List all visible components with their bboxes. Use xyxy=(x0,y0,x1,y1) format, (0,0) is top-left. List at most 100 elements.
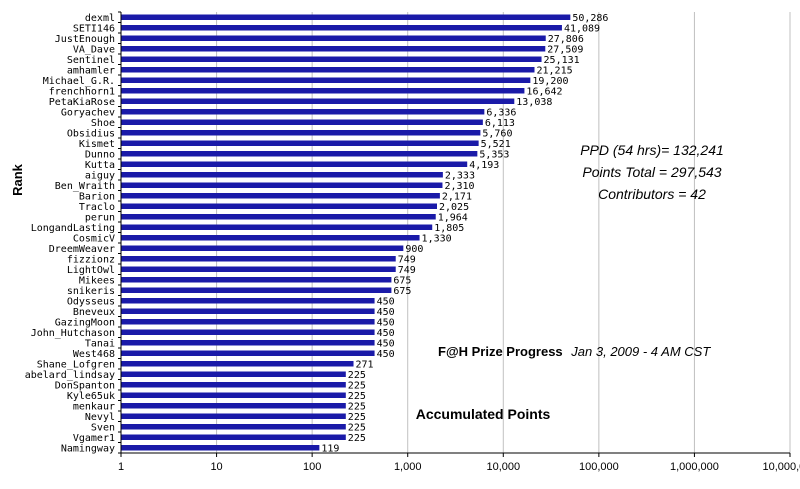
category-label: fizzionz xyxy=(67,254,115,265)
annotation-points-total: Points Total = 297,543 xyxy=(582,164,721,180)
data-label: 50,286 xyxy=(572,13,608,24)
data-label: 749 xyxy=(398,254,416,265)
data-label: 450 xyxy=(377,296,395,307)
x-tick-label: 100 xyxy=(303,461,321,473)
data-label: 450 xyxy=(377,317,395,328)
category-label: abelard_lindsay xyxy=(25,370,115,381)
bar xyxy=(121,119,483,125)
category-label: amhamler xyxy=(67,65,115,76)
bar xyxy=(121,434,346,440)
bar xyxy=(121,298,375,304)
category-label: Ben_Wraith xyxy=(55,181,115,192)
bar xyxy=(121,214,436,220)
bar xyxy=(121,224,433,230)
data-label: 2,310 xyxy=(444,181,474,192)
category-label: Michael_G.R. xyxy=(43,76,115,87)
bar xyxy=(121,329,375,335)
data-label: 41,089 xyxy=(564,23,600,34)
bar xyxy=(121,172,443,178)
data-label: 5,760 xyxy=(482,128,512,139)
category-label: Traclo xyxy=(79,202,115,213)
data-label: 119 xyxy=(321,443,339,454)
bar xyxy=(121,287,392,293)
category-label: aiguy xyxy=(85,170,115,181)
data-label: 225 xyxy=(348,370,366,381)
bar xyxy=(121,319,375,325)
category-label: snikeris xyxy=(67,286,115,297)
category-label: frenchhorn1 xyxy=(49,86,115,97)
data-label: 675 xyxy=(393,275,411,286)
data-label: 6,336 xyxy=(486,107,516,118)
bar xyxy=(121,14,571,20)
category-label: perun xyxy=(85,212,115,223)
x-tick-label: 1,000 xyxy=(394,461,422,473)
category-label: SETI146 xyxy=(73,23,115,34)
bar xyxy=(121,203,437,209)
category-label: LongandLasting xyxy=(31,223,115,234)
data-label: 225 xyxy=(348,391,366,402)
bar xyxy=(121,235,420,241)
bar xyxy=(121,392,346,398)
bar xyxy=(121,130,481,136)
category-label: Tanai xyxy=(85,338,115,349)
category-label: CosmicV xyxy=(73,233,115,244)
data-label: 225 xyxy=(348,433,366,444)
x-tick-label: 1,000,000 xyxy=(670,461,719,473)
category-label: Shane_Lofgren xyxy=(37,359,115,370)
bar xyxy=(121,308,375,314)
data-label: 225 xyxy=(348,401,366,412)
category-label: JustEnough xyxy=(55,34,115,45)
value-labels: 50,28641,08927,80627,50925,13121,21519,2… xyxy=(321,13,608,455)
data-label: 675 xyxy=(393,286,411,297)
category-label: Shoe xyxy=(91,118,115,129)
data-label: 225 xyxy=(348,422,366,433)
x-tick-label: 10,000 xyxy=(486,461,520,473)
category-labels: dexmlSETI146JustEnoughVA_DaveSentinelamh… xyxy=(25,13,115,455)
category-label: Goryachev xyxy=(61,107,115,118)
bar xyxy=(121,361,354,367)
x-tick-labels: 1 10 100 1,000 10,000 100,000 1,000,000 10,000,… xyxy=(118,461,800,473)
category-label: Obsidius xyxy=(67,128,115,139)
data-label: 19,200 xyxy=(532,76,568,87)
category-label: dexml xyxy=(85,13,115,24)
data-label: 21,215 xyxy=(537,65,573,76)
annotation-contributors: Contributors = 42 xyxy=(598,186,706,202)
data-label: 27,509 xyxy=(547,44,583,55)
bar xyxy=(121,256,396,262)
chart-title: F@H Prize Progress xyxy=(438,344,563,359)
data-label: 1,805 xyxy=(434,223,464,234)
bar xyxy=(121,245,404,251)
data-label: 450 xyxy=(377,338,395,349)
data-label: 13,038 xyxy=(516,97,552,108)
grid-lines xyxy=(216,12,791,453)
data-label: 5,521 xyxy=(481,139,511,150)
bar xyxy=(121,46,546,52)
data-label: 450 xyxy=(377,307,395,318)
data-label: 25,131 xyxy=(544,55,580,66)
category-label: Kismet xyxy=(79,139,115,150)
data-label: 271 xyxy=(356,359,374,370)
data-label: 225 xyxy=(348,412,366,423)
bar xyxy=(121,182,443,188)
chart-subtitle: Jan 3, 2009 - 4 AM CST xyxy=(570,344,711,359)
bar xyxy=(121,67,535,73)
x-axis-label: Accumulated Points xyxy=(416,406,551,422)
bar xyxy=(121,193,440,199)
bar xyxy=(121,371,346,377)
category-label: DreemWeaver xyxy=(49,244,115,255)
data-label: 1,964 xyxy=(438,212,468,223)
category-label: menkaur xyxy=(73,401,115,412)
category-label: Kyle65uk xyxy=(67,391,115,402)
category-label: West468 xyxy=(73,349,115,360)
bar xyxy=(121,382,346,388)
bar xyxy=(121,413,346,419)
axes xyxy=(118,11,791,457)
category-label: Kutta xyxy=(85,160,115,171)
bar xyxy=(121,266,396,272)
category-label: Namingway xyxy=(61,443,115,454)
category-label: Odysseus xyxy=(67,296,115,307)
data-label: 225 xyxy=(348,380,366,391)
bar xyxy=(121,35,546,41)
data-label: 1,330 xyxy=(422,233,452,244)
